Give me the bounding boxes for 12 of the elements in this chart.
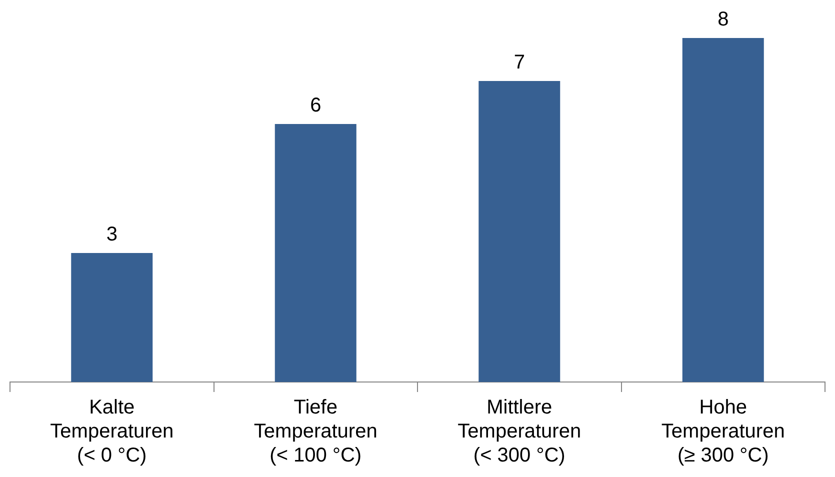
- data-label: 7: [514, 52, 525, 74]
- data-label: 6: [310, 94, 322, 117]
- data-label: 8: [718, 8, 729, 31]
- bar: [274, 124, 356, 382]
- x-tick-label: Mittlere Temperaturen (< 300 °C): [458, 396, 582, 467]
- x-tick-label: Tiefe Temperaturen (< 100 °C): [254, 396, 378, 467]
- x-tick-label: Kalte Temperaturen (< 0 °C): [50, 396, 174, 467]
- bar: [478, 81, 560, 382]
- x-tick-label: Hohe Temperaturen (≥ 300 °C): [661, 396, 785, 467]
- data-label: 3: [106, 224, 118, 246]
- bar: [682, 38, 764, 382]
- bar: [71, 253, 153, 382]
